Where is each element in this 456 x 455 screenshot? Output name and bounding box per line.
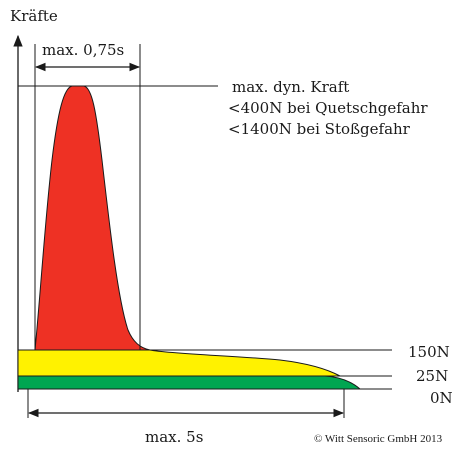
- peak-duration-label: max. 0,75s: [42, 41, 124, 59]
- copyright-text: © Witt Sensoric GmbH 2013: [314, 433, 443, 445]
- max-force-label: max. dyn. Kraft: [232, 78, 349, 96]
- level-25-label: 25N: [416, 367, 448, 385]
- y-axis-label: Kräfte: [10, 7, 58, 25]
- pinch-limit-label: <400N bei Quetschgefahr: [228, 99, 428, 117]
- green-band: [17, 375, 362, 390]
- level-150-label: 150N: [408, 343, 450, 361]
- impact-limit-label: <1400N bei Stoßgefahr: [228, 120, 411, 138]
- level-0-label: 0N: [430, 389, 453, 407]
- total-duration-label: max. 5s: [145, 428, 203, 446]
- yellow-area: [17, 349, 341, 377]
- red-peak: [34, 85, 151, 351]
